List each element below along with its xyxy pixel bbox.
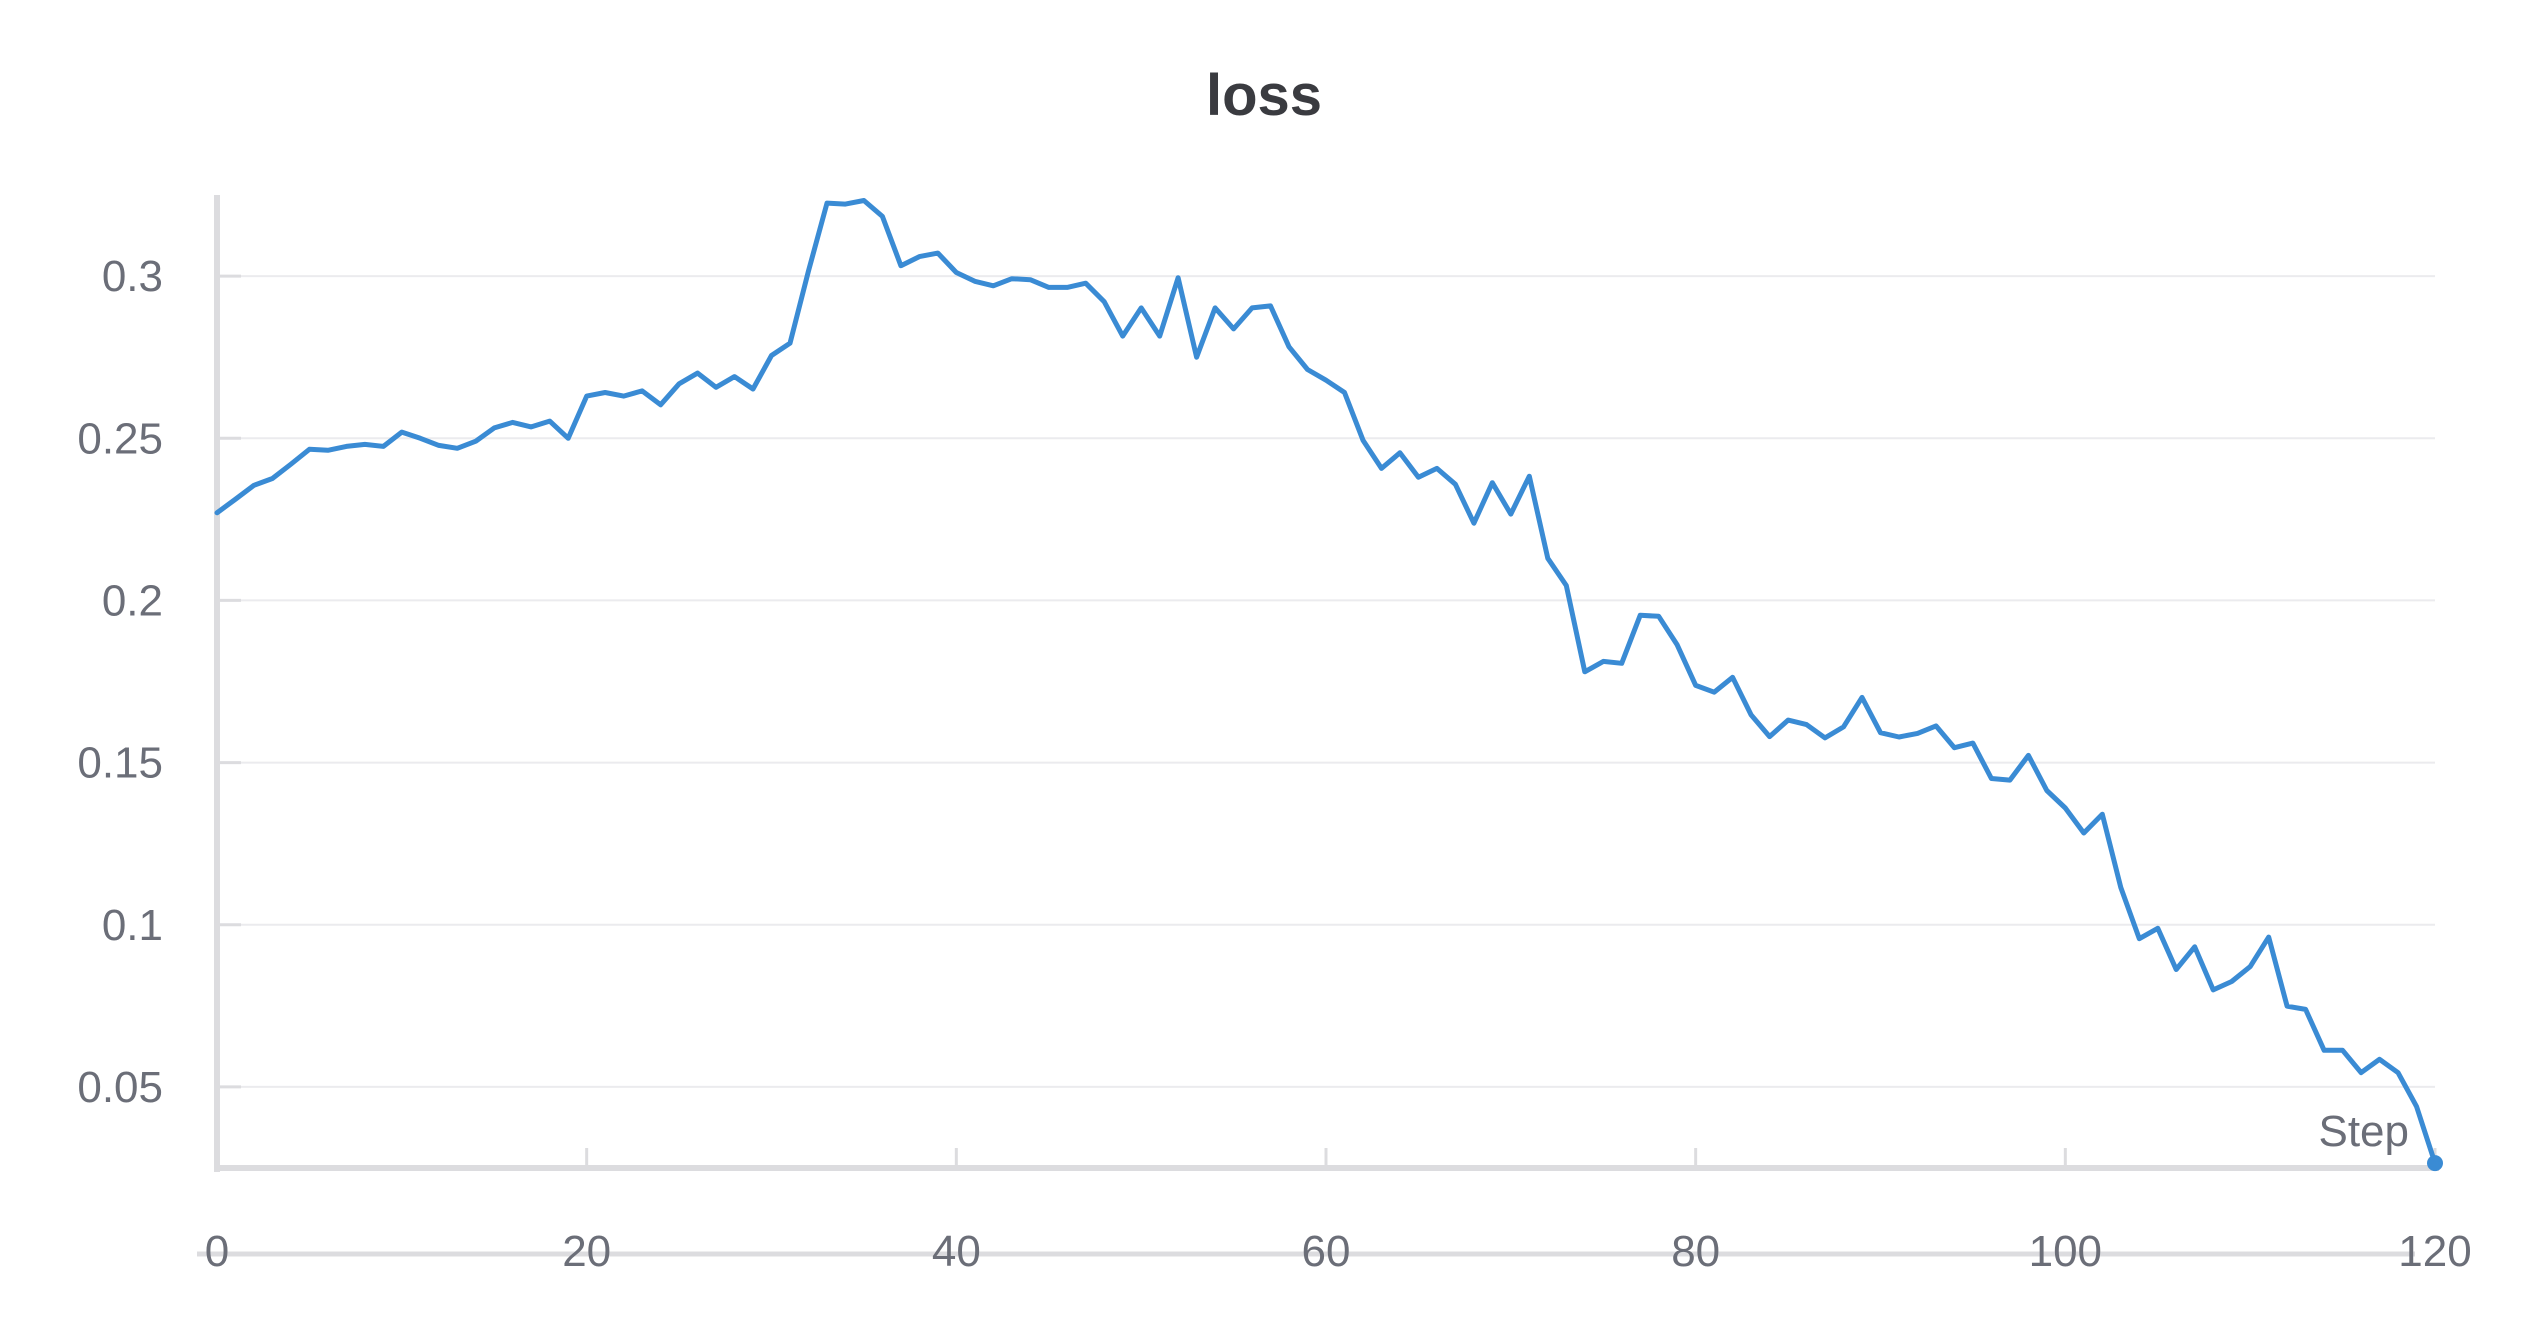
x-tick-label: 100 xyxy=(2029,1227,2102,1276)
chart-title: loss xyxy=(1205,63,1323,128)
y-tick-label: 0.05 xyxy=(77,1063,163,1112)
x-tick-label: 0 xyxy=(205,1227,229,1276)
x-tick-label: 60 xyxy=(1302,1227,1351,1276)
x-tick-label: 120 xyxy=(2398,1227,2471,1276)
grid-lines xyxy=(217,275,2435,1088)
loss-series-line xyxy=(214,198,2438,1166)
y-tick-label: 0.15 xyxy=(77,739,163,788)
last-point-marker xyxy=(2427,1155,2443,1172)
y-tick-label: 0.2 xyxy=(102,576,163,625)
x-tick-label: 20 xyxy=(562,1227,611,1276)
x-tick-label: 80 xyxy=(1671,1227,1720,1276)
axes xyxy=(197,195,2439,1257)
x-tick-label: 40 xyxy=(932,1227,981,1276)
series-layer xyxy=(214,198,2443,1172)
y-tick-label: 0.1 xyxy=(102,901,163,950)
y-tick-label: 0.25 xyxy=(77,414,163,463)
x-axis-label: Step xyxy=(2318,1107,2409,1156)
tick-labels: 0.05 0.1 0.15 0.2 0.25 0.3 0 20 40 60 80 100 120 Step xyxy=(77,252,2471,1276)
y-tick-label: 0.3 xyxy=(102,252,163,301)
